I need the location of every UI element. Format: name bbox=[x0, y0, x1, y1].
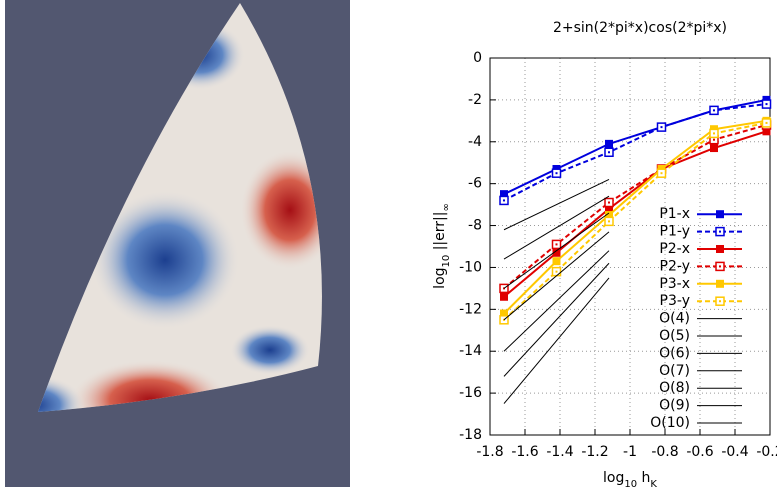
point bbox=[605, 140, 613, 148]
point-dot bbox=[556, 243, 558, 245]
legend-label: O(7) bbox=[659, 363, 690, 379]
y-tick-label: -16 bbox=[459, 385, 482, 401]
point-dot bbox=[608, 202, 610, 204]
x-tick-label: -0.4 bbox=[721, 444, 748, 460]
x-tick-label: -1.4 bbox=[546, 444, 573, 460]
point-dot bbox=[661, 126, 663, 128]
y-tick-label: 0 bbox=[473, 50, 482, 66]
x-tick-label: -0.8 bbox=[651, 444, 678, 460]
point-dot bbox=[713, 139, 715, 141]
point-dot bbox=[503, 199, 505, 201]
legend-label: O(9) bbox=[659, 398, 690, 414]
x-tick-label: -1 bbox=[623, 444, 637, 460]
y-tick-label: -14 bbox=[459, 343, 482, 359]
series-line bbox=[504, 263, 609, 376]
page: 2+sin(2*pi*x)cos(2*pi*x) log10 hK log10 … bbox=[0, 0, 777, 492]
point bbox=[716, 280, 724, 288]
legend-label: P2-x bbox=[659, 241, 690, 257]
label-subscript: 10 bbox=[441, 255, 452, 268]
label-text: ||err|| bbox=[432, 212, 448, 255]
label-subscript: K bbox=[650, 479, 657, 490]
x-tick-label: -0.2 bbox=[756, 444, 777, 460]
point-dot bbox=[608, 151, 610, 153]
point bbox=[500, 293, 508, 301]
legend-label: O(5) bbox=[659, 328, 690, 344]
point-dot bbox=[719, 300, 721, 302]
label-subscript: 10 bbox=[624, 479, 637, 490]
point-dot bbox=[713, 132, 715, 134]
legend-label: O(8) bbox=[659, 380, 690, 396]
legend-label: P3-y bbox=[660, 293, 690, 309]
y-tick-label: -4 bbox=[468, 134, 482, 150]
label-text: log bbox=[432, 267, 448, 288]
point-dot bbox=[713, 109, 715, 111]
point bbox=[553, 257, 561, 265]
legend-label: O(10) bbox=[650, 415, 690, 431]
point-dot bbox=[719, 231, 721, 233]
point-dot bbox=[556, 271, 558, 273]
point-dot bbox=[661, 172, 663, 174]
point-dot bbox=[719, 265, 721, 267]
figure: 2+sin(2*pi*x)cos(2*pi*x) log10 hK log10 … bbox=[0, 0, 777, 492]
legend-label: O(6) bbox=[659, 345, 690, 361]
legend-label: P1-y bbox=[660, 224, 690, 240]
point bbox=[710, 144, 718, 152]
series-line bbox=[504, 251, 609, 352]
x-tick-label: -0.6 bbox=[686, 444, 713, 460]
legend-label: P3-x bbox=[659, 276, 690, 292]
legend-label: O(4) bbox=[659, 311, 690, 327]
y-tick-label: -12 bbox=[459, 301, 482, 317]
legend-label: P2-y bbox=[660, 258, 690, 274]
y-tick-label: -6 bbox=[468, 176, 482, 192]
y-tick-label: -8 bbox=[468, 218, 482, 234]
point bbox=[716, 245, 724, 253]
x-tick-label: -1.8 bbox=[476, 444, 503, 460]
point-dot bbox=[766, 103, 768, 105]
y-tick-label: -18 bbox=[459, 427, 482, 443]
x-axis-label: log10 hK bbox=[603, 470, 657, 490]
y-axis-label: log10 ||err||∞ bbox=[432, 203, 452, 289]
chart-title: 2+sin(2*pi*x)cos(2*pi*x) bbox=[553, 20, 727, 36]
label-text: h bbox=[637, 470, 650, 486]
series-line bbox=[504, 104, 767, 200]
label-subscript: ∞ bbox=[441, 203, 452, 211]
point-dot bbox=[766, 122, 768, 124]
y-tick-label: -2 bbox=[468, 92, 482, 108]
point-dot bbox=[608, 220, 610, 222]
legend-label: P1-x bbox=[659, 206, 690, 222]
y-tick-label: -10 bbox=[459, 259, 482, 275]
point-dot bbox=[556, 172, 558, 174]
render-view bbox=[0, 0, 350, 490]
point bbox=[716, 210, 724, 218]
x-tick-label: -1.2 bbox=[581, 444, 608, 460]
series-line bbox=[504, 213, 609, 288]
series-line bbox=[504, 123, 767, 320]
x-tick-label: -1.6 bbox=[511, 444, 538, 460]
label-text: log bbox=[603, 470, 624, 486]
